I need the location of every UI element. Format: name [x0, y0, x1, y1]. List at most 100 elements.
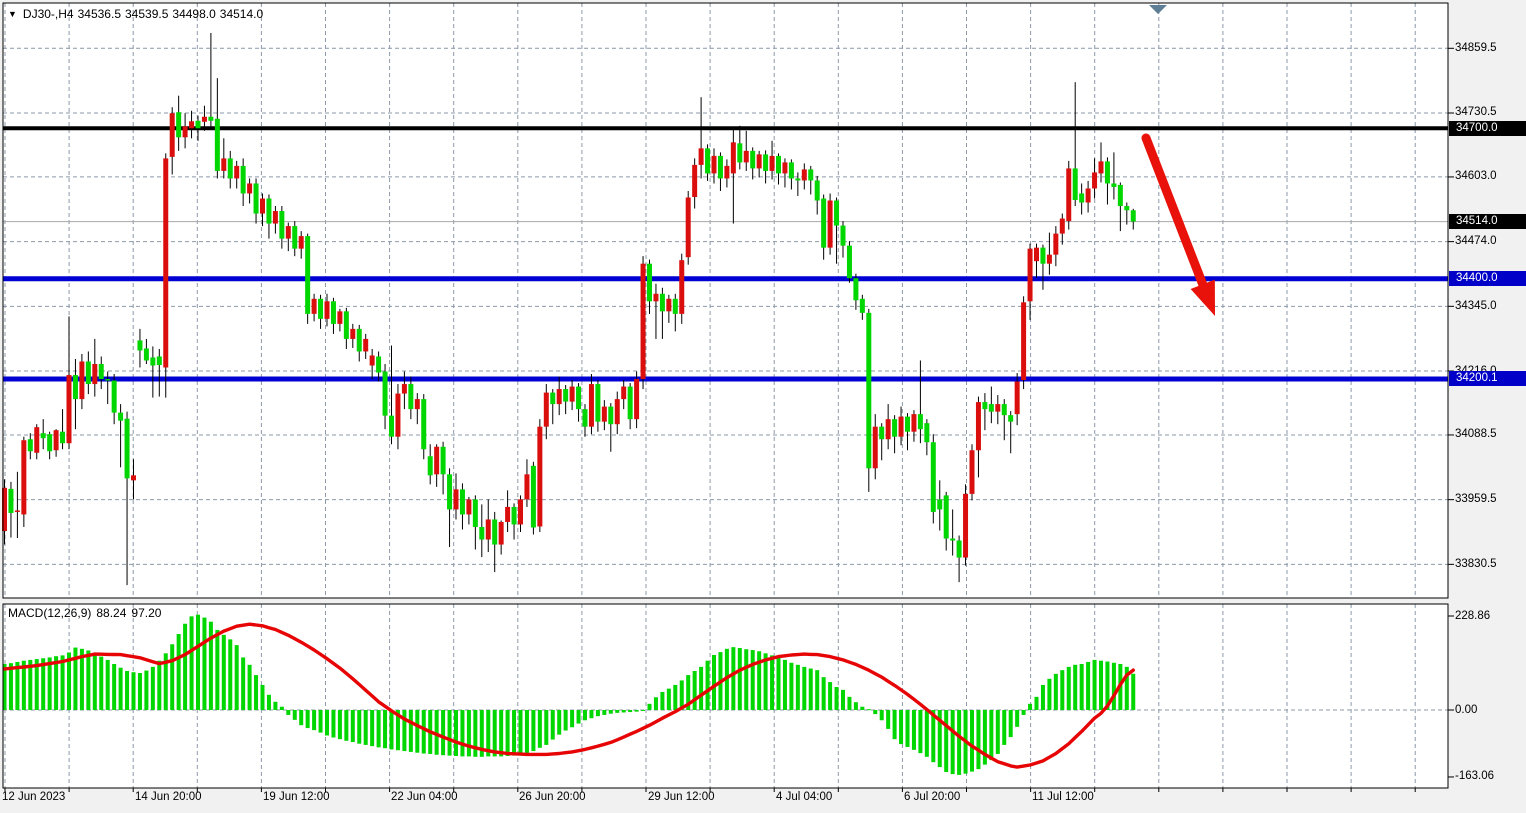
candle: [98, 356, 104, 390]
candle: [279, 206, 285, 249]
macd-indicator-readout: MACD(12,26,9) 88.24 97.20: [8, 606, 166, 620]
candle: [917, 360, 923, 444]
candle: [492, 511, 498, 573]
candle: [608, 403, 614, 452]
candle: [982, 393, 988, 431]
high-value: 34539.5: [125, 7, 169, 21]
candle: [466, 496, 472, 525]
candle: [859, 294, 865, 320]
candle: [434, 444, 440, 487]
price-tag: 34514.0: [1449, 214, 1526, 230]
candle: [576, 383, 582, 422]
candle: [879, 423, 885, 461]
candle: [427, 444, 433, 485]
candle: [163, 153, 169, 398]
time-tick-label: 12 Jun 2023: [2, 791, 66, 803]
candle: [698, 97, 704, 179]
candle: [827, 193, 833, 255]
candle: [40, 419, 46, 450]
candle: [1130, 208, 1136, 230]
candle: [14, 471, 20, 539]
candle: [763, 150, 769, 184]
candle: [253, 178, 259, 224]
candle: [214, 78, 220, 179]
level-price-tag: 34200.1: [1449, 371, 1526, 387]
candle: [459, 483, 465, 530]
candle: [530, 461, 536, 535]
candle: [1034, 243, 1039, 278]
macd-current-value: 88.24: [96, 606, 127, 620]
macd-tick-label: -163.06: [1455, 770, 1495, 783]
main-chart-panel[interactable]: [3, 3, 1448, 598]
candle: [60, 409, 66, 450]
candle: [672, 293, 678, 332]
candle: [853, 273, 859, 310]
chart-shift-marker-icon[interactable]: [1149, 5, 1167, 14]
candle: [124, 411, 130, 586]
candle: [234, 160, 240, 189]
candle: [485, 499, 491, 553]
candle: [795, 172, 801, 196]
candle: [447, 468, 453, 548]
candle: [846, 241, 852, 283]
candle: [788, 159, 794, 190]
chart-menu-triangle-icon[interactable]: ▼: [8, 9, 17, 19]
candle: [518, 495, 523, 532]
level-price-tag: 34400.0: [1449, 271, 1526, 287]
candle: [905, 413, 910, 451]
candle: [705, 144, 711, 181]
candle: [524, 459, 530, 507]
candle: [750, 147, 756, 180]
candle: [930, 434, 936, 524]
candle: [621, 380, 627, 410]
price-tick-label: 34859.5: [1455, 41, 1497, 54]
trend-arrow-annotation[interactable]: [1141, 133, 1215, 316]
candle: [137, 328, 143, 368]
candle: [543, 384, 549, 440]
candle: [821, 194, 827, 260]
candle: [866, 308, 872, 492]
candle: [943, 491, 949, 551]
candle: [834, 197, 840, 264]
price-tick-label: 34603.0: [1455, 170, 1497, 183]
candle: [1092, 158, 1098, 199]
candle: [898, 406, 904, 446]
candle: [1040, 244, 1046, 290]
candle: [363, 333, 369, 359]
candle: [66, 316, 72, 450]
candle: [176, 95, 182, 151]
candle: [937, 480, 943, 531]
candle: [34, 424, 40, 460]
candle: [131, 459, 136, 500]
candle: [150, 346, 156, 398]
candle: [189, 110, 195, 139]
candle: [169, 107, 175, 175]
candle: [421, 394, 427, 460]
candle: [1111, 152, 1117, 200]
candle: [647, 259, 652, 314]
candle: [582, 404, 588, 437]
macd-signal-line: [2, 622, 1136, 769]
candle: [401, 371, 407, 410]
time-tick-label: 19 Jun 12:00: [263, 791, 330, 803]
candle: [1079, 183, 1085, 215]
candle: [756, 150, 762, 178]
candle: [563, 385, 569, 415]
candle: [143, 338, 149, 364]
macd-label: MACD(12,26,9): [8, 606, 92, 620]
candle: [2, 479, 7, 545]
candle: [182, 113, 188, 149]
candle: [292, 221, 298, 257]
candle: [72, 358, 78, 430]
time-tick-label: 4 Jul 04:00: [776, 791, 833, 803]
candle: [627, 383, 633, 430]
candle: [872, 414, 878, 480]
candle: [924, 419, 930, 456]
candle: [369, 348, 375, 380]
time-tick-label: 26 Jun 20:00: [519, 791, 586, 803]
candle: [685, 190, 691, 265]
price-tag: 34700.0: [1449, 120, 1526, 136]
candle: [956, 535, 962, 583]
